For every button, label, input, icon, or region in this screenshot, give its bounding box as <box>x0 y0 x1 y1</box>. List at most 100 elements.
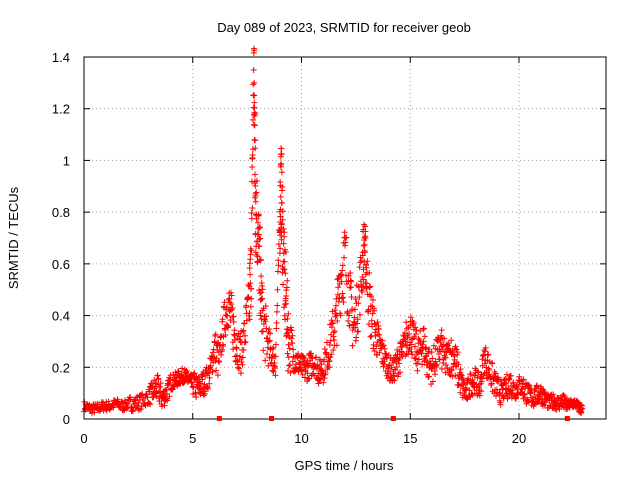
data-point <box>415 335 422 342</box>
data-point <box>371 307 378 314</box>
data-point <box>408 341 415 348</box>
data-point <box>252 110 259 117</box>
data-point <box>412 331 419 338</box>
data-point <box>476 392 483 399</box>
data-point <box>206 380 213 387</box>
data-point <box>280 281 287 288</box>
data-point <box>228 292 235 299</box>
data-point <box>351 306 358 313</box>
data-point <box>381 358 388 365</box>
data-point <box>263 313 270 320</box>
data-point <box>342 272 349 279</box>
data-point <box>390 360 397 367</box>
data-point <box>507 372 514 379</box>
data-point <box>492 370 499 377</box>
data-point <box>284 315 291 322</box>
data-point <box>396 355 403 362</box>
data-point <box>421 333 428 340</box>
axis-marker <box>216 416 222 421</box>
data-point <box>339 267 346 274</box>
data-point <box>255 219 261 226</box>
y-tick-label: 0.8 <box>52 205 70 220</box>
data-point <box>420 326 427 333</box>
data-point <box>326 341 333 348</box>
data-point <box>248 247 255 254</box>
data-point <box>249 151 256 158</box>
data-point <box>411 343 418 350</box>
data-point <box>277 213 284 220</box>
data-point <box>438 327 445 334</box>
data-point <box>190 384 197 391</box>
data-point <box>329 320 336 327</box>
data-point <box>313 354 320 361</box>
data-point <box>373 343 380 350</box>
data-point <box>204 385 211 392</box>
data-point <box>285 310 292 317</box>
data-point <box>240 346 247 353</box>
data-point <box>531 389 538 396</box>
data-point <box>339 262 346 269</box>
data-point <box>332 302 339 309</box>
data-point <box>228 301 235 308</box>
data-point <box>252 190 259 197</box>
data-point <box>391 377 398 384</box>
data-point <box>335 284 342 291</box>
data-point <box>270 368 277 375</box>
data-point <box>321 356 328 363</box>
data-point <box>396 369 403 376</box>
data-point <box>354 320 361 327</box>
data-point <box>360 283 367 290</box>
data-point <box>269 367 276 374</box>
y-tick-label: 0.4 <box>52 309 70 324</box>
data-point <box>246 310 253 317</box>
data-point <box>248 209 255 216</box>
data-point <box>180 379 187 386</box>
data-point <box>367 333 374 340</box>
data-point <box>272 372 279 379</box>
data-point <box>242 338 249 345</box>
data-point <box>166 393 173 400</box>
data-point <box>486 366 493 373</box>
data-point <box>274 268 281 275</box>
data-point <box>354 316 361 323</box>
data-point <box>256 243 263 250</box>
data-point <box>454 349 461 356</box>
data-point <box>420 338 427 345</box>
data-point <box>118 398 125 405</box>
data-point <box>273 341 280 348</box>
data-point <box>428 349 435 356</box>
data-point <box>480 372 487 379</box>
data-point <box>325 358 332 365</box>
data-point <box>351 314 358 321</box>
data-point <box>279 269 286 276</box>
data-point <box>352 296 359 303</box>
data-point <box>503 380 510 387</box>
y-tick-label: 0.2 <box>52 360 70 375</box>
data-point <box>398 349 405 356</box>
data-point <box>227 317 234 324</box>
data-point <box>452 343 459 350</box>
data-point <box>256 236 263 243</box>
data-point <box>366 270 373 277</box>
y-axis-label: SRMTID / TECUs <box>6 186 21 289</box>
data-point <box>371 348 378 355</box>
data-point <box>124 404 131 411</box>
data-point <box>250 81 257 88</box>
data-point <box>399 343 406 350</box>
data-point <box>457 389 464 396</box>
y-tick-label: 0.6 <box>52 257 70 272</box>
axis-marker <box>390 416 396 421</box>
data-point <box>331 337 338 344</box>
data-point <box>376 331 383 338</box>
data-point <box>430 342 437 349</box>
data-point <box>161 402 168 409</box>
data-point <box>327 337 334 344</box>
data-point <box>272 365 279 372</box>
data-point <box>442 361 449 368</box>
data-point <box>275 257 282 264</box>
data-point <box>433 361 440 368</box>
data-point <box>193 394 200 401</box>
data-point <box>263 325 270 332</box>
data-point <box>249 205 256 212</box>
data-point <box>238 359 245 366</box>
